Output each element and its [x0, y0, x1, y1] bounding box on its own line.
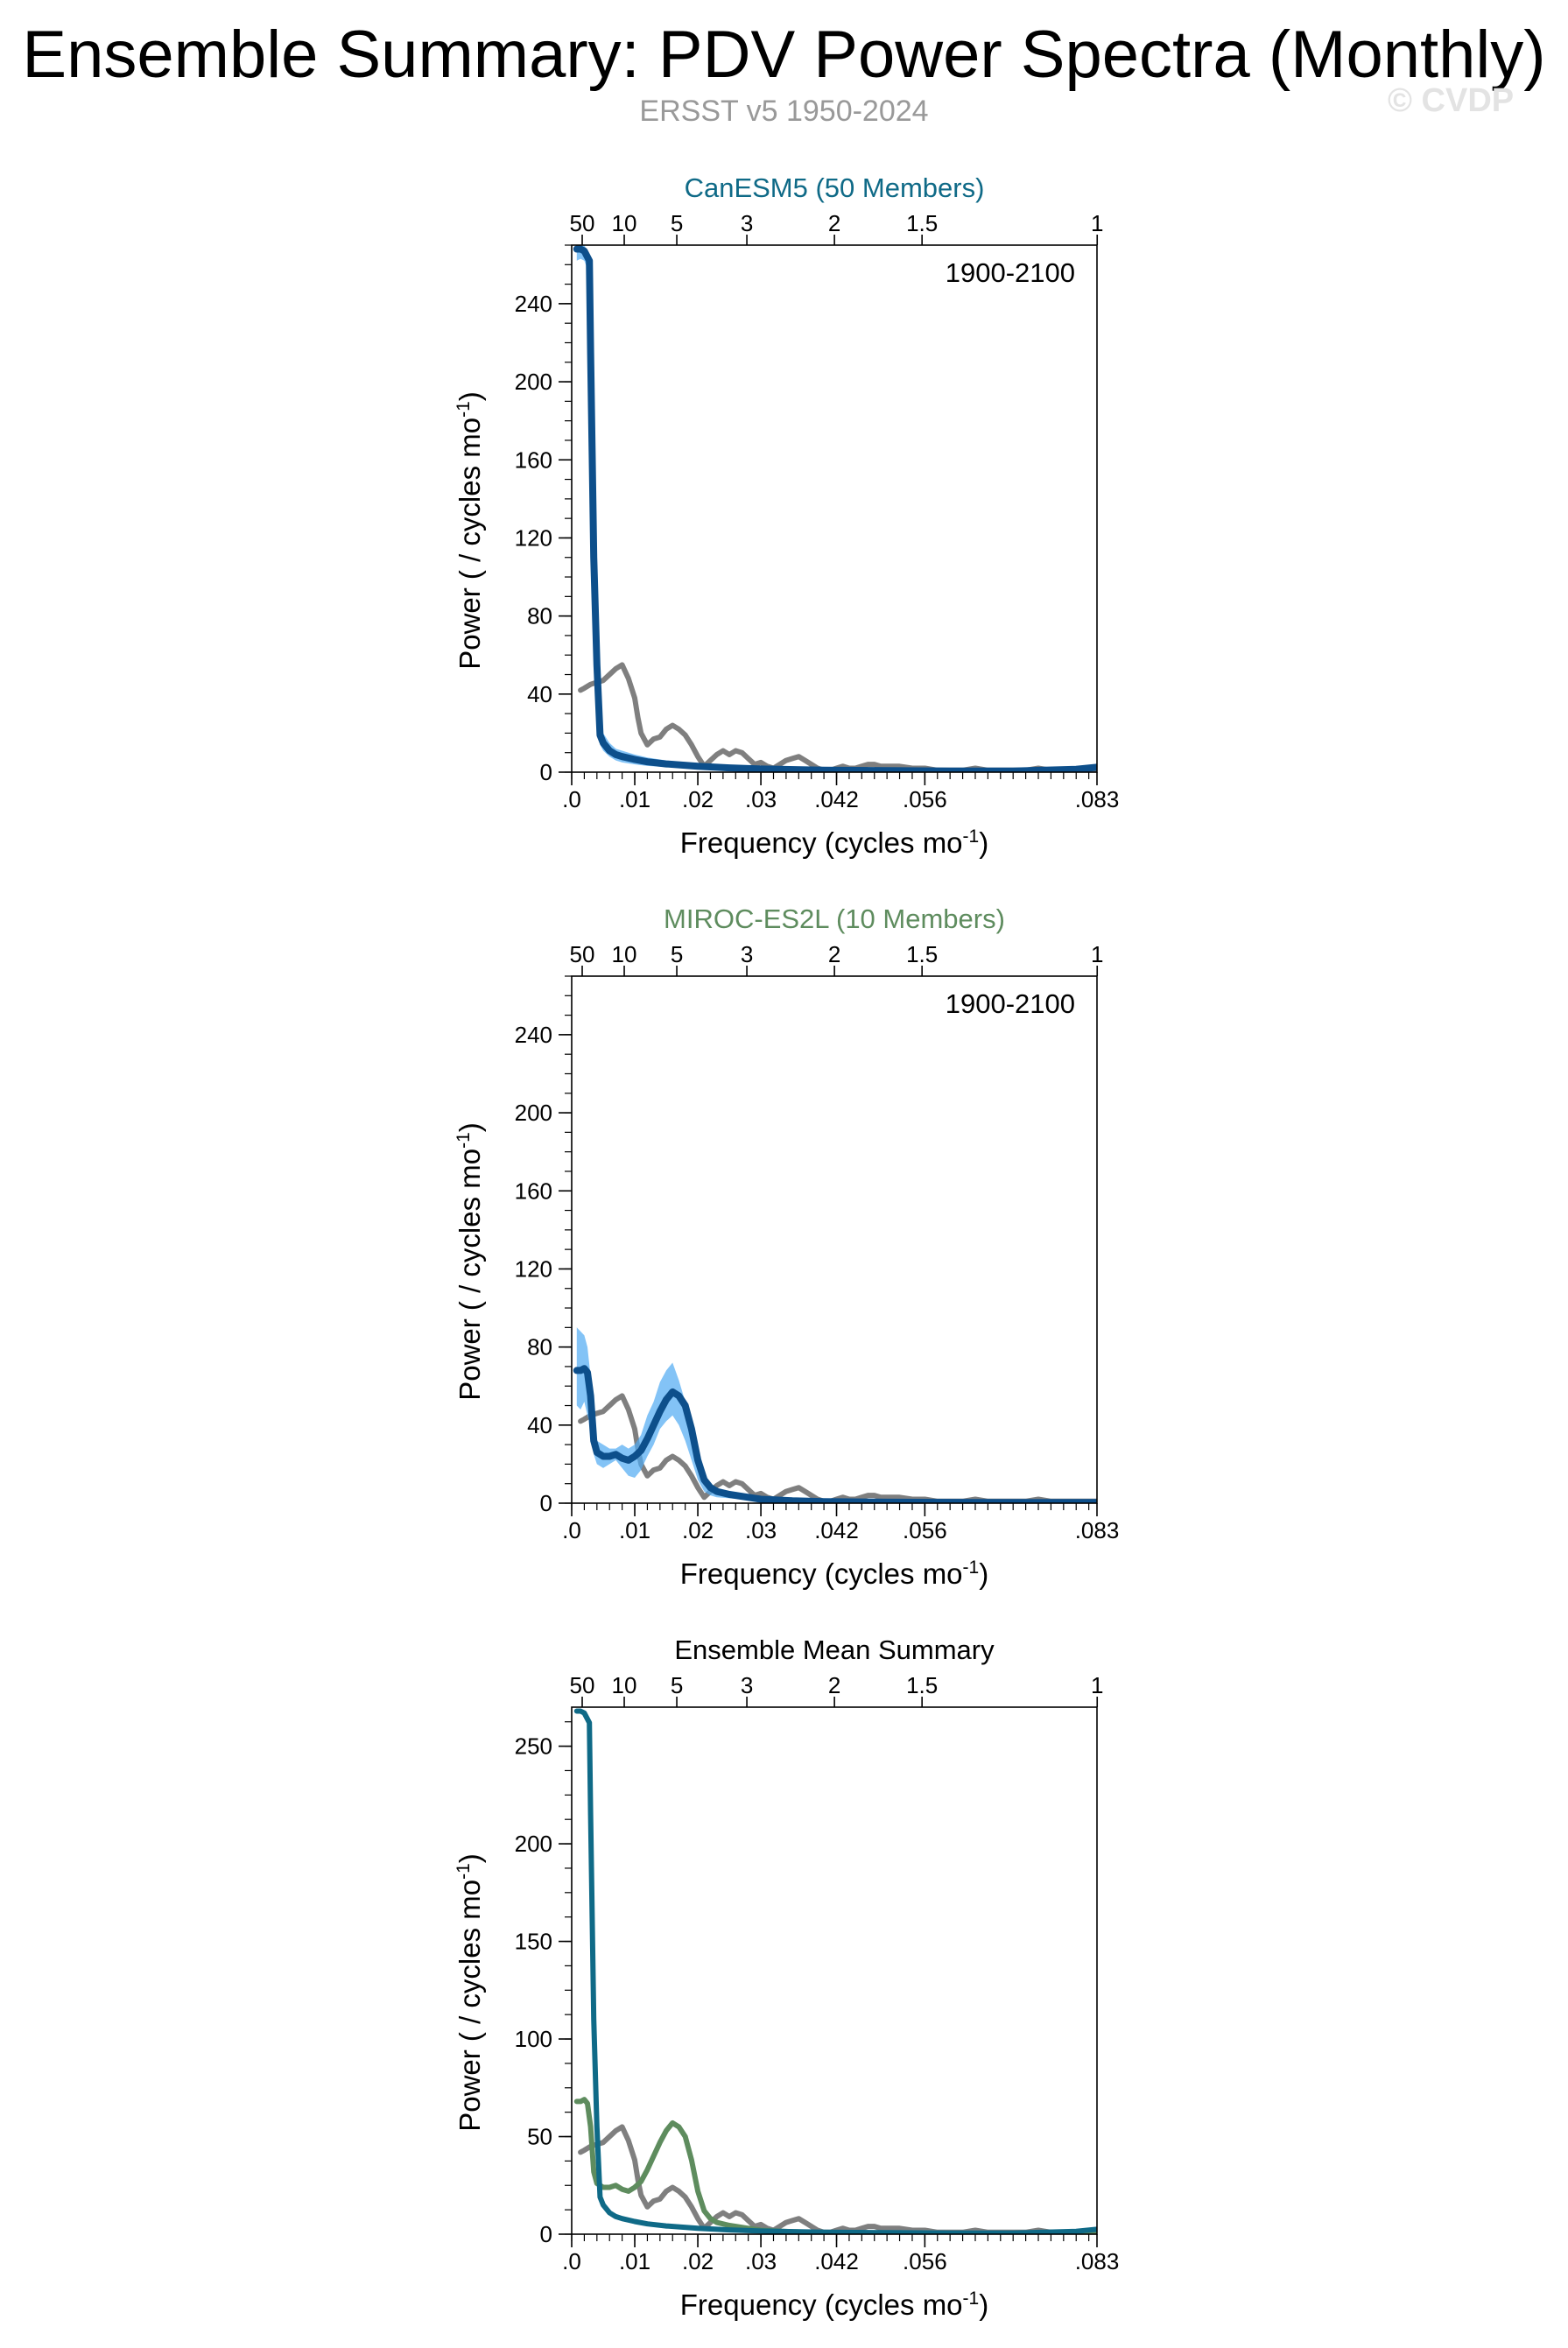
- y-tick-label: 160: [515, 1178, 552, 1204]
- top-tick-label: 2: [828, 210, 840, 236]
- top-tick-label: 2: [828, 1672, 840, 1698]
- ensemble-mean-line: [573, 245, 1097, 772]
- x-tick-label: .02: [682, 786, 714, 812]
- period-label: 1900-2100: [946, 257, 1075, 288]
- top-tick-label: 10: [612, 210, 637, 236]
- x-tick-label: .0: [562, 786, 581, 812]
- x-tick-label: .02: [682, 2248, 714, 2274]
- y-tick-label: 250: [515, 1733, 552, 1760]
- cvdp-watermark: © CVDP: [1388, 82, 1515, 119]
- ensemble-mean-line: [573, 1365, 1097, 1503]
- chart-panel-1: CanESM5 (50 Members)50 10 5 3 2 1.5 1040801201…: [454, 172, 1119, 859]
- x-tick-label: .042: [814, 1517, 859, 1543]
- top-tick-label: 50: [570, 941, 595, 967]
- y-tick-label: 200: [515, 1100, 552, 1126]
- y-tick-label: 240: [515, 291, 552, 317]
- x-tick-label: .02: [682, 1517, 714, 1543]
- chart-panel-2: MIROC-ES2L (10 Members)50 10 5 3 2 1.5 1040801…: [454, 903, 1119, 1590]
- canesm5-mean-line: [573, 1708, 1097, 2234]
- series-group: [573, 1327, 1097, 1503]
- top-tick-label: 1.5: [906, 941, 938, 967]
- panel-title: CanESM5 (50 Members): [685, 172, 985, 203]
- top-tick-label: 1.5: [906, 210, 938, 236]
- x-tick-label: .01: [619, 1517, 650, 1543]
- miroc-mean-line: [573, 2097, 1097, 2234]
- x-tick-label: .01: [619, 786, 650, 812]
- obs-line: [578, 662, 1097, 772]
- y-tick-label: 50: [527, 2124, 552, 2150]
- x-tick-label: .056: [903, 2248, 947, 2274]
- x-tick-label: .042: [814, 786, 859, 812]
- top-tick-label: 5: [671, 1672, 683, 1698]
- top-tick-label: 1: [1091, 941, 1103, 967]
- x-tick-label: .0: [562, 1517, 581, 1543]
- top-tick-label: 50: [570, 1672, 595, 1698]
- y-axis-label: Power ( / cycles mo-1): [454, 1853, 486, 2132]
- x-tick-label: .083: [1075, 2248, 1120, 2274]
- y-tick-label: 40: [527, 681, 552, 707]
- top-tick-label: 2: [828, 941, 840, 967]
- y-tick-label: 80: [527, 1334, 552, 1360]
- x-axis-label: Frequency (cycles mo-1): [680, 826, 988, 859]
- x-tick-label: .083: [1075, 786, 1120, 812]
- x-tick-label: .056: [903, 1517, 947, 1543]
- panel-title: MIROC-ES2L (10 Members): [664, 903, 1005, 934]
- y-tick-label: 0: [540, 759, 552, 785]
- top-tick-label: 10: [612, 941, 637, 967]
- top-tick-label: 3: [741, 941, 753, 967]
- top-tick-label: 3: [741, 210, 753, 236]
- y-tick-label: 120: [515, 524, 552, 551]
- series-group: [573, 1708, 1097, 2234]
- y-tick-label: 40: [527, 1412, 552, 1438]
- ensemble-spread-band: [576, 1327, 1097, 1503]
- top-tick-label: 3: [741, 1672, 753, 1698]
- y-tick-label: 100: [515, 2026, 552, 2052]
- top-tick-label: 1: [1091, 210, 1103, 236]
- y-tick-label: 200: [515, 1831, 552, 1857]
- plot-frame: [571, 1706, 1098, 2235]
- x-tick-label: .03: [745, 1517, 777, 1543]
- x-tick-label: .03: [745, 786, 777, 812]
- page-subtitle: ERSST v5 1950-2024: [639, 95, 929, 128]
- series-group: [573, 245, 1097, 772]
- y-tick-label: 240: [515, 1022, 552, 1048]
- top-tick-label: 50: [570, 210, 595, 236]
- y-tick-label: 80: [527, 603, 552, 629]
- x-tick-label: .0: [562, 2248, 581, 2274]
- y-tick-label: 0: [540, 2221, 552, 2247]
- x-tick-label: .083: [1075, 1517, 1120, 1543]
- top-tick-label: 1.5: [906, 1672, 938, 1698]
- top-tick-label: 1: [1091, 1672, 1103, 1698]
- y-axis-label: Power ( / cycles mo-1): [454, 1122, 486, 1401]
- plot-frame: [571, 975, 1098, 1504]
- x-axis-label: Frequency (cycles mo-1): [680, 1557, 988, 1590]
- x-tick-label: .03: [745, 2248, 777, 2274]
- top-tick-label: 10: [612, 1672, 637, 1698]
- x-axis-label: Frequency (cycles mo-1): [680, 2288, 988, 2321]
- x-tick-label: .056: [903, 786, 947, 812]
- top-tick-label: 5: [671, 941, 683, 967]
- y-tick-label: 120: [515, 1255, 552, 1282]
- y-tick-label: 0: [540, 1490, 552, 1516]
- y-tick-label: 150: [515, 1929, 552, 1955]
- ensemble-spread-band: [576, 245, 1097, 772]
- x-tick-label: .01: [619, 2248, 650, 2274]
- y-tick-label: 200: [515, 369, 552, 395]
- plot-frame: [571, 244, 1098, 773]
- y-axis-label: Power ( / cycles mo-1): [454, 391, 486, 670]
- panel-title: Ensemble Mean Summary: [674, 1634, 995, 1665]
- y-tick-label: 160: [515, 446, 552, 473]
- period-label: 1900-2100: [946, 988, 1075, 1019]
- top-tick-label: 5: [671, 210, 683, 236]
- page-title: Ensemble Summary: PDV Power Spectra (Mon…: [22, 18, 1546, 92]
- x-tick-label: .042: [814, 2248, 859, 2274]
